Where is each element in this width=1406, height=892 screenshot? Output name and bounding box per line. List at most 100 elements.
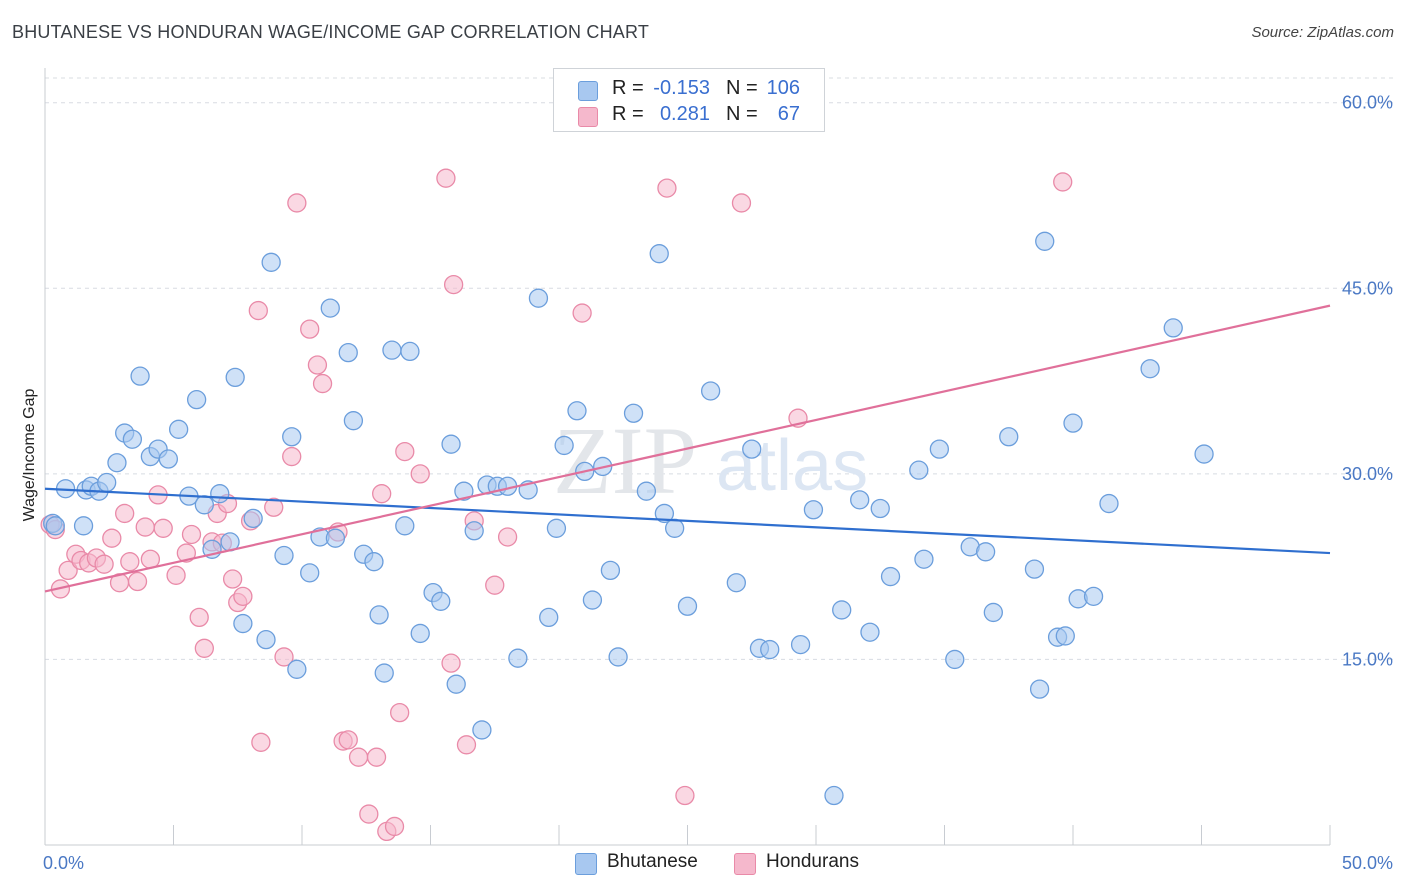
data-point <box>436 168 456 188</box>
data-point <box>300 319 320 339</box>
data-point <box>485 575 505 595</box>
data-point <box>1163 318 1183 338</box>
data-point <box>860 622 880 642</box>
data-point <box>120 552 140 572</box>
data-point <box>539 607 559 628</box>
legend-r-label: R = <box>612 103 644 125</box>
data-point <box>914 549 934 569</box>
data-point <box>282 446 302 467</box>
data-point <box>441 434 461 454</box>
data-point <box>582 590 603 610</box>
data-point <box>410 464 430 484</box>
data-point <box>999 427 1019 447</box>
data-point <box>233 613 253 634</box>
data-point <box>1140 359 1160 379</box>
data-point <box>832 600 852 620</box>
data-point <box>343 411 364 431</box>
data-point <box>431 591 451 611</box>
data-point <box>287 659 307 679</box>
data-point <box>975 542 996 562</box>
data-point <box>546 518 567 538</box>
data-point <box>384 816 405 837</box>
data-point <box>189 607 209 628</box>
trend-lines <box>44 304 1331 593</box>
data-point <box>395 441 415 462</box>
data-point <box>464 521 484 541</box>
data-point <box>803 500 824 520</box>
chart-source: Source: ZipAtlas.com <box>1251 24 1394 41</box>
data-point <box>369 605 389 625</box>
data-point <box>945 649 965 670</box>
data-point <box>135 517 155 537</box>
data-point <box>107 453 127 473</box>
legend-r-value: 0.281 <box>659 103 710 125</box>
chart-title: BHUTANESE VS HONDURAN WAGE/INCOME GAP CO… <box>12 22 650 42</box>
data-point <box>636 481 657 501</box>
axes <box>44 68 1331 846</box>
data-point <box>102 528 122 548</box>
data-point <box>600 560 621 581</box>
data-point <box>567 401 587 421</box>
legend-n-label: N = <box>726 103 758 125</box>
data-point <box>929 439 950 459</box>
data-point <box>248 300 268 321</box>
data-point <box>850 490 870 510</box>
data-point <box>441 653 461 673</box>
data-point <box>176 543 197 563</box>
legend-n-value: 67 <box>777 103 800 125</box>
data-point <box>348 747 369 767</box>
data-point <box>508 648 528 668</box>
x-tick-label: 0.0% <box>43 853 84 873</box>
data-point <box>410 623 430 644</box>
data-point <box>312 373 333 394</box>
correlation-legend: R = -0.153 N = 106 R = 0.281 N = 67 <box>553 68 825 132</box>
y-tick-label: 30.0% <box>1342 464 1393 484</box>
data-point <box>261 252 281 272</box>
data-point <box>1024 559 1045 579</box>
grid-lines <box>45 77 1395 660</box>
y-tick-label: 15.0% <box>1342 649 1393 669</box>
legend-n-label: N = <box>726 77 758 99</box>
data-point <box>390 702 410 723</box>
data-point <box>130 366 150 386</box>
data-point <box>127 571 148 592</box>
series-bhutanese <box>43 231 1214 806</box>
data-point <box>366 747 387 767</box>
legend-swatch-bhutanese <box>578 81 598 101</box>
data-point <box>731 193 752 213</box>
data-point <box>1053 172 1073 192</box>
legend-swatch-bhutanese <box>575 853 597 875</box>
data-point <box>256 629 276 650</box>
data-point <box>554 435 574 456</box>
data-point <box>194 638 214 658</box>
data-point <box>454 481 474 501</box>
data-point <box>700 381 721 401</box>
data-point <box>400 341 420 362</box>
data-point <box>909 460 929 480</box>
data-point <box>274 647 294 667</box>
data-point <box>374 663 394 683</box>
legend-r-value: -0.153 <box>653 77 710 99</box>
data-point <box>824 785 844 806</box>
trend-line-bhutanese <box>44 487 1331 555</box>
data-point <box>665 518 685 538</box>
legend-label-bhutanese: Bhutanese <box>607 851 698 872</box>
data-point <box>1029 679 1050 699</box>
data-point <box>158 449 179 469</box>
data-point <box>657 178 677 198</box>
data-point <box>497 527 518 547</box>
data-point <box>1055 626 1075 646</box>
data-point <box>1194 444 1214 464</box>
data-point <box>364 552 384 572</box>
data-point <box>122 429 143 449</box>
data-point <box>983 602 1003 623</box>
data-point <box>168 419 189 439</box>
data-point <box>243 508 263 529</box>
data-point <box>325 528 346 548</box>
x-tick-label: 50.0% <box>1342 853 1393 873</box>
data-point <box>790 634 811 655</box>
legend-label-hondurans: Hondurans <box>766 851 859 872</box>
data-point <box>115 503 135 524</box>
data-point <box>181 524 202 545</box>
